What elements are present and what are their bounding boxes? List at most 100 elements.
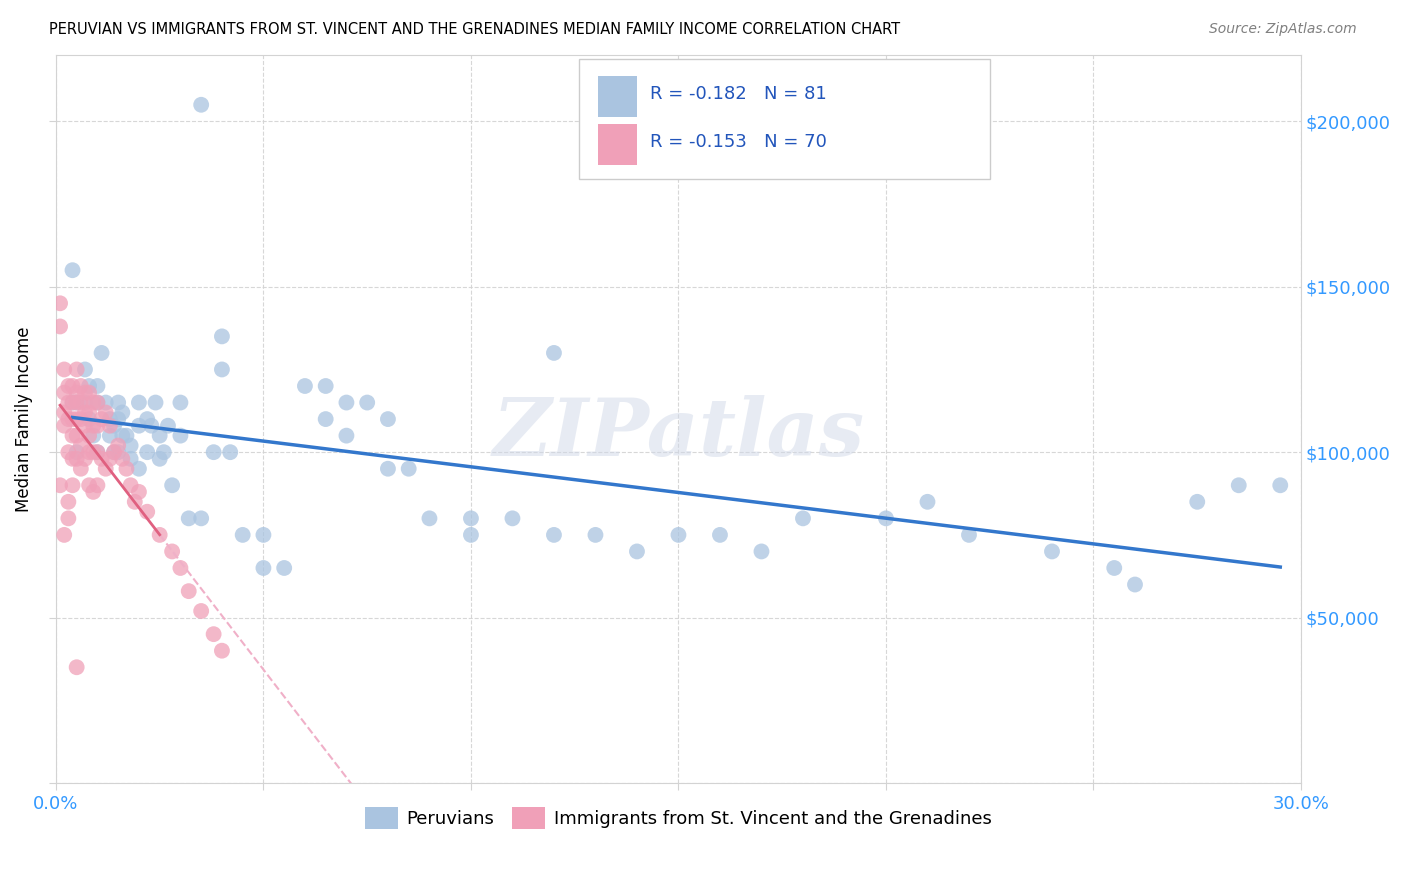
Point	[86, 445, 108, 459]
Point	[202, 627, 225, 641]
Point	[219, 445, 242, 459]
Point	[66, 385, 89, 400]
Y-axis label: Median Family Income: Median Family Income	[15, 326, 32, 512]
Point	[107, 439, 129, 453]
Point	[294, 379, 316, 393]
Point	[315, 412, 337, 426]
Point	[377, 461, 399, 475]
Point	[103, 445, 125, 459]
Point	[335, 395, 357, 409]
Point	[82, 484, 104, 499]
Point	[115, 428, 138, 442]
Point	[1270, 478, 1292, 492]
Point	[111, 405, 134, 419]
Point	[128, 418, 150, 433]
Point	[66, 362, 89, 376]
Point	[501, 511, 523, 525]
Point	[160, 478, 183, 492]
Point	[169, 428, 191, 442]
Point	[128, 484, 150, 499]
Point	[62, 379, 84, 393]
Point	[58, 379, 80, 393]
Point	[49, 319, 72, 334]
Point	[69, 461, 91, 475]
Point	[145, 395, 167, 409]
FancyBboxPatch shape	[598, 124, 637, 165]
Point	[86, 395, 108, 409]
Point	[149, 428, 172, 442]
Point	[62, 263, 84, 277]
Point	[86, 445, 108, 459]
Point	[62, 451, 84, 466]
Point	[356, 395, 378, 409]
Point	[98, 412, 121, 426]
Point	[66, 412, 89, 426]
Point	[69, 379, 91, 393]
Text: R = -0.182   N = 81: R = -0.182 N = 81	[650, 85, 827, 103]
Point	[58, 511, 80, 525]
Point	[875, 511, 897, 525]
Point	[398, 461, 420, 475]
Point	[190, 97, 212, 112]
FancyBboxPatch shape	[598, 76, 637, 117]
Point	[273, 561, 295, 575]
Legend: Peruvians, Immigrants from St. Vincent and the Grenadines: Peruvians, Immigrants from St. Vincent a…	[357, 799, 1000, 836]
Point	[957, 528, 980, 542]
Text: ZIPatlas: ZIPatlas	[492, 395, 865, 473]
Point	[543, 346, 565, 360]
Point	[377, 412, 399, 426]
Point	[66, 428, 89, 442]
Point	[141, 418, 163, 433]
Point	[66, 395, 89, 409]
Point	[626, 544, 648, 558]
Point	[120, 439, 142, 453]
FancyBboxPatch shape	[579, 59, 990, 179]
Point	[90, 451, 112, 466]
Point	[136, 412, 159, 426]
Point	[751, 544, 773, 558]
Point	[252, 528, 274, 542]
Point	[94, 395, 117, 409]
Point	[86, 478, 108, 492]
Point	[149, 528, 172, 542]
Point	[120, 451, 142, 466]
Point	[120, 478, 142, 492]
Point	[128, 395, 150, 409]
Point	[53, 418, 76, 433]
Point	[82, 395, 104, 409]
Point	[58, 412, 80, 426]
Point	[418, 511, 440, 525]
Point	[77, 385, 100, 400]
Point	[58, 445, 80, 459]
Point	[107, 412, 129, 426]
Point	[1187, 495, 1209, 509]
Text: PERUVIAN VS IMMIGRANTS FROM ST. VINCENT AND THE GRENADINES MEDIAN FAMILY INCOME : PERUVIAN VS IMMIGRANTS FROM ST. VINCENT …	[49, 22, 900, 37]
Point	[90, 412, 112, 426]
Point	[202, 445, 225, 459]
Point	[62, 478, 84, 492]
Point	[69, 412, 91, 426]
Point	[1123, 577, 1146, 591]
Point	[73, 395, 96, 409]
Point	[1040, 544, 1063, 558]
Point	[94, 461, 117, 475]
Point	[98, 451, 121, 466]
Point	[103, 418, 125, 433]
Point	[315, 379, 337, 393]
Point	[73, 405, 96, 419]
Point	[543, 528, 565, 542]
Point	[111, 428, 134, 442]
Point	[153, 445, 176, 459]
Point	[77, 405, 100, 419]
Text: Source: ZipAtlas.com: Source: ZipAtlas.com	[1209, 22, 1357, 37]
Point	[460, 511, 482, 525]
Point	[77, 478, 100, 492]
Point	[115, 461, 138, 475]
Point	[460, 528, 482, 542]
Point	[86, 395, 108, 409]
Point	[1102, 561, 1125, 575]
Point	[69, 395, 91, 409]
Point	[77, 445, 100, 459]
Point	[58, 395, 80, 409]
Point	[77, 428, 100, 442]
